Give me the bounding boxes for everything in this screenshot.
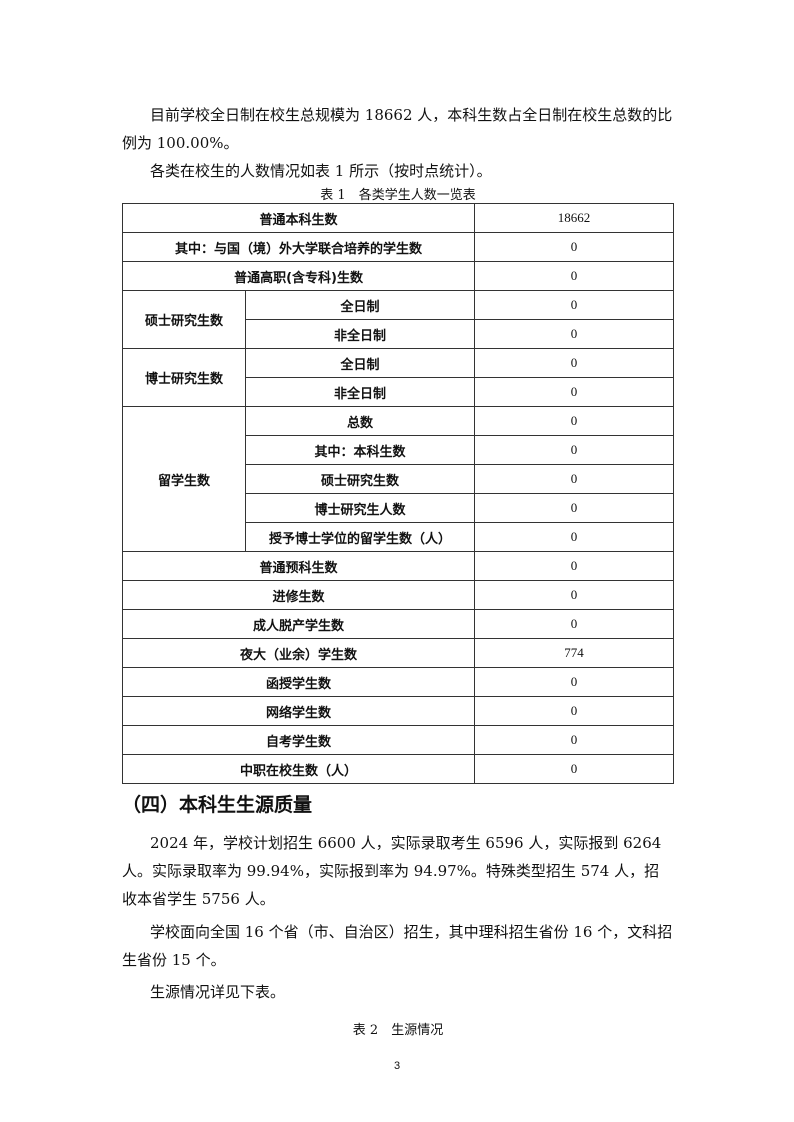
- row-group-label: 博士研究生数: [122, 348, 246, 407]
- row-label: 进修生数: [121, 580, 476, 610]
- row-value: 18662: [474, 203, 675, 233]
- row-value: 0: [474, 696, 675, 726]
- row-label: 其中：与国（境）外大学联合培养的学生数: [121, 232, 476, 262]
- table-row: 普通本科生数 18662: [121, 203, 675, 233]
- row-value: 0: [474, 522, 675, 552]
- row-label: 自考学生数: [121, 725, 476, 755]
- row-label: 其中：本科生数: [244, 435, 476, 465]
- table-row: 其中：本科生数 0: [123, 435, 675, 465]
- table2-caption: 表 2 生源情况: [352, 1023, 444, 1038]
- row-label: 网络学生数: [121, 696, 476, 726]
- row-label: 夜大（业余）学生数: [121, 638, 476, 668]
- row-value: 0: [474, 377, 675, 407]
- table-row: 留学生数 总数 0: [122, 406, 675, 552]
- table-row: 博士研究生人数 0: [123, 493, 675, 523]
- row-label: 非全日制: [244, 377, 476, 407]
- row-value: 0: [474, 725, 675, 755]
- row-label: 全日制: [244, 290, 476, 320]
- row-value: 0: [474, 348, 675, 378]
- table-row: 夜大（业余）学生数 774: [121, 638, 675, 668]
- intro-paragraph-1: 目前学校全日制在校生总规模为 18662 人，本科生数占全日制在校生总数的比例为…: [122, 106, 673, 152]
- table-row: 函授学生数 0: [121, 667, 675, 697]
- row-value: 0: [474, 464, 675, 494]
- row-group-label: 硕士研究生数: [122, 290, 246, 349]
- section-paragraph-1: 2024 年，学校计划招生 6600 人，实际录取考生 6596 人，实际报到 …: [122, 834, 662, 908]
- row-label: 普通高职(含专科)生数: [121, 261, 476, 291]
- student-count-table: 普通本科生数 18662 其中：与国（境）外大学联合培养的学生数 0 普通高职(含专科)…: [121, 203, 675, 784]
- row-value: 0: [474, 319, 675, 349]
- section-paragraph-2: 学校面向全国 16 个省（市、自治区）招生，其中理科招生省份 16 个，文科招生…: [122, 923, 673, 969]
- row-value: 0: [474, 493, 675, 523]
- table-row: 自考学生数 0: [121, 725, 675, 755]
- row-value: 0: [474, 667, 675, 697]
- section-paragraph-3: 生源情况详见下表。: [150, 983, 286, 1001]
- row-label: 总数: [244, 406, 476, 436]
- row-label: 授予博士学位的留学生数（人）: [244, 522, 476, 552]
- row-label: 全日制: [244, 348, 476, 378]
- row-group-label: 留学生数: [122, 406, 246, 552]
- table-row: 成人脱产学生数 0: [121, 609, 675, 639]
- row-value: 0: [474, 609, 675, 639]
- table-row: 中职在校生数（人） 0: [121, 754, 675, 784]
- row-value: 0: [474, 406, 675, 436]
- table-row: 非全日制 0: [123, 319, 675, 349]
- table-row: 硕士研究生数 全日制 0: [122, 290, 675, 349]
- row-label: 中职在校生数（人）: [121, 754, 476, 784]
- section-heading: （四）本科生生源质量: [122, 794, 313, 816]
- table-row: 普通预科生数 0: [121, 551, 675, 581]
- row-label: 普通本科生数: [121, 203, 476, 233]
- row-label: 硕士研究生数: [244, 464, 476, 494]
- row-value: 0: [474, 261, 675, 291]
- row-value: 0: [474, 290, 675, 320]
- table-row: 网络学生数 0: [121, 696, 675, 726]
- row-value: 0: [474, 754, 675, 784]
- intro-paragraph-2: 各类在校生的人数情况如表 1 所示（按时点统计）。: [150, 162, 492, 180]
- row-label: 成人脱产学生数: [121, 609, 476, 639]
- table1-caption: 表 1 各类学生人数一览表: [320, 188, 476, 203]
- page-number: 3: [393, 1060, 401, 1072]
- row-label: 博士研究生人数: [244, 493, 476, 523]
- table-row: 普通高职(含专科)生数 0: [121, 261, 675, 291]
- table-row: 博士研究生数 全日制 0: [122, 348, 675, 407]
- row-value: 0: [474, 232, 675, 262]
- table-row: 进修生数 0: [121, 580, 675, 610]
- row-label: 非全日制: [244, 319, 476, 349]
- row-value: 0: [474, 551, 675, 581]
- row-label: 函授学生数: [121, 667, 476, 697]
- table-row: 其中：与国（境）外大学联合培养的学生数 0: [121, 232, 675, 262]
- row-value: 0: [474, 435, 675, 465]
- row-value: 774: [474, 638, 675, 668]
- row-label: 普通预科生数: [121, 551, 476, 581]
- row-value: 0: [474, 580, 675, 610]
